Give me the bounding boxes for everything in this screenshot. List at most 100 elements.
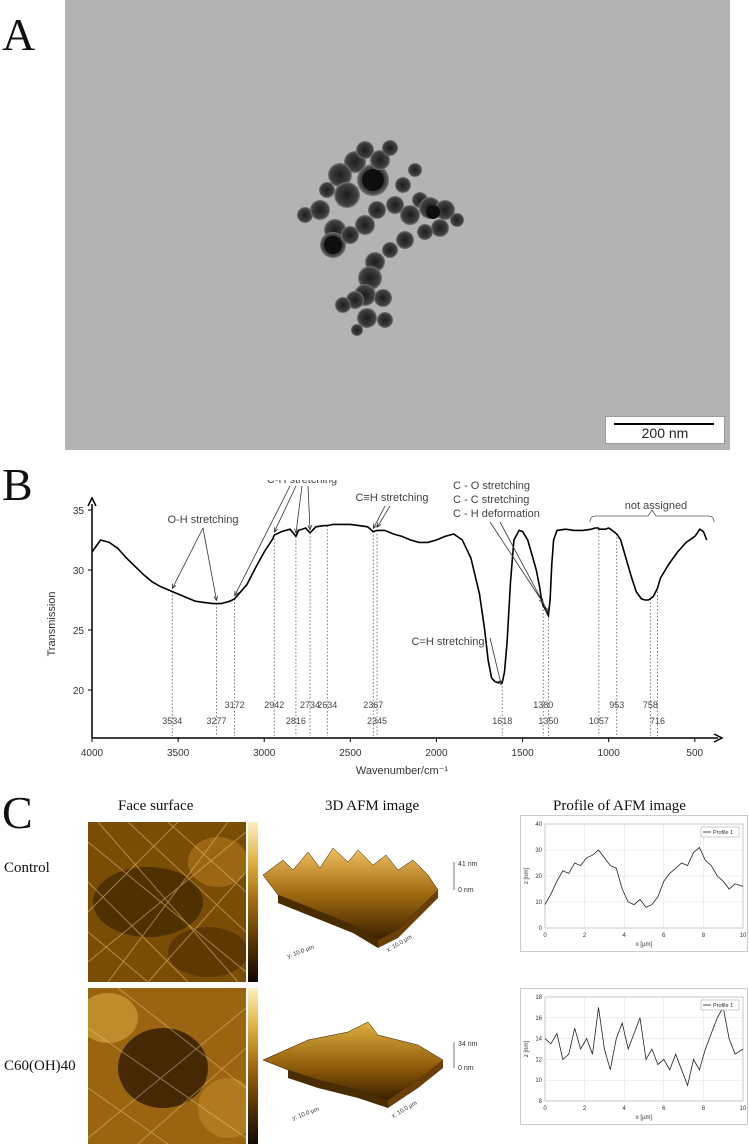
profile-x-tick-label: 6 xyxy=(662,1106,666,1112)
profile-x-tick-label: 8 xyxy=(702,1106,706,1112)
ftir-peak-label: 2734 xyxy=(300,700,320,710)
profile-y-tick-label: 8 xyxy=(539,1099,543,1105)
ftir-annotation: C=H stretching xyxy=(411,636,484,648)
profile-x-label: x [µm] xyxy=(636,942,653,948)
afm-3d-treated: 34 nm 0 nm y: 10.0 µm x: 10.0 µm xyxy=(262,1021,478,1122)
profile-x-tick-label: 0 xyxy=(543,1106,547,1112)
afm-face-control xyxy=(88,822,246,982)
ftir-y-tick-label: 35 xyxy=(73,506,85,517)
ftir-x-axis-label: Wavenumber/cm⁻¹ xyxy=(356,765,449,777)
profile-y-tick-label: 0 xyxy=(539,926,543,932)
profile-y-tick-label: 10 xyxy=(535,1078,542,1084)
panel-label-b: B xyxy=(2,459,33,510)
afm-3d-control-bottom-label: 0 nm xyxy=(458,887,474,894)
profile-chart-control: 0 2 4 6 8 10 40 30 20 10 0 Profile 1 x [µm] z [nm] xyxy=(520,815,748,952)
ftir-annotation-arrow xyxy=(489,521,544,604)
ftir-y-tick-label: 20 xyxy=(73,686,85,697)
afm-3d-treated-bottom-label: 0 nm xyxy=(458,1065,474,1072)
profile-chart-treated: 0 2 4 6 8 10 18 16 14 12 10 8 Profile 1 x [µm] z [nm] xyxy=(520,988,748,1125)
ftir-peak-label: 1350 xyxy=(538,716,558,726)
afm-face-treated xyxy=(88,988,246,1144)
afm-3d-control: 41 nm 0 nm y: 10.0 µm x: 10.0 µm xyxy=(262,847,478,960)
ftir-annotation-arrowhead xyxy=(544,607,549,613)
scale-bar-line xyxy=(614,423,714,425)
ftir-peak-label: 2345 xyxy=(367,716,387,726)
ftir-x-tick-label: 2000 xyxy=(425,748,448,759)
profile-x-tick-label: 4 xyxy=(623,933,627,939)
ftir-peak-label: 2942 xyxy=(264,700,284,710)
profile-y-label: z [nm] xyxy=(524,1041,530,1058)
profile-y-tick-label: 10 xyxy=(535,900,542,906)
afm-3d-treated-x-axis: x: 10.0 µm xyxy=(391,1100,418,1119)
ftir-annotation: O-H stretching xyxy=(168,514,239,526)
afm-face-treated-texture xyxy=(88,988,246,1144)
profile-x-tick-label: 0 xyxy=(543,933,547,939)
ftir-annotation-arrow xyxy=(234,485,291,596)
ftir-peak-lines xyxy=(171,525,658,736)
ftir-axes: 4000 3500 3000 2500 2000 1500 1000 500 35 30 25 20 W… xyxy=(46,496,724,777)
ftir-peak-label: 3534 xyxy=(162,716,182,726)
afm-colorbar-treated xyxy=(248,988,258,1144)
ftir-annotation-arrowhead xyxy=(294,528,299,534)
ftir-peak-label: 716 xyxy=(650,716,665,726)
ftir-annotation-arrowhead xyxy=(213,595,218,601)
ftir-x-tick-label: 1500 xyxy=(511,748,534,759)
profile-legend-label: Profile 1 xyxy=(713,830,733,836)
ftir-y-tick-label: 25 xyxy=(73,626,85,637)
profile-line xyxy=(544,846,744,908)
profile-y-tick-label: 20 xyxy=(535,874,542,880)
scale-bar-label: 200 nm xyxy=(641,425,689,441)
ftir-annotation-arrowhead xyxy=(171,583,177,589)
afm-3d-control-top-label: 41 nm xyxy=(458,861,478,868)
ftir-annotation: C≡H stretching xyxy=(355,492,428,504)
scale-bar: 200 nm xyxy=(605,416,725,444)
ftir-x-arrow xyxy=(713,733,724,743)
profile-x-tick-label: 10 xyxy=(740,1106,747,1112)
ftir-annotation: C - O stretching xyxy=(453,480,530,492)
ftir-peak-label: 2634 xyxy=(317,700,337,710)
ftir-not-assigned-brace xyxy=(589,509,715,523)
ftir-x-tick-label: 4000 xyxy=(81,748,104,759)
ftir-annotation-arrow xyxy=(202,527,217,601)
ftir-spectrum-line xyxy=(91,523,708,685)
ftir-annotation-arrow xyxy=(171,527,204,589)
profile-x-label: x [µm] xyxy=(636,1115,653,1121)
ftir-annotation-arrowhead xyxy=(376,522,382,528)
afm-colorbar-control xyxy=(248,822,258,982)
afm-3d-treated-top-label: 34 nm xyxy=(458,1041,478,1048)
panel-label-c: C xyxy=(2,787,33,838)
ftir-peak-label: 758 xyxy=(643,700,658,710)
profile-y-tick-label: 40 xyxy=(535,822,542,828)
ftir-x-tick-label: 500 xyxy=(686,748,703,759)
profile-x-tick-label: 2 xyxy=(583,1106,587,1112)
ftir-annotation-arrow xyxy=(295,485,303,534)
profile-y-tick-label: 14 xyxy=(535,1037,542,1043)
profile-y-label: z [nm] xyxy=(524,868,530,885)
profile-legend xyxy=(700,826,740,838)
ftir-annotation-arrow xyxy=(376,505,391,528)
ftir-peak-label: 953 xyxy=(609,700,624,710)
ftir-annotation-arrowhead xyxy=(497,679,503,686)
ftir-y-axis-label: Transmission xyxy=(46,592,58,657)
col-title-profile: Profile of AFM image xyxy=(553,798,686,814)
col-title-3d: 3D AFM image xyxy=(325,798,420,814)
col-title-face: Face surface xyxy=(118,798,194,814)
ftir-annotation: C - C stretching xyxy=(453,494,529,506)
profile-x-tick-label: 6 xyxy=(662,933,666,939)
profile-y-tick-label: 18 xyxy=(535,995,542,1001)
ftir-peak-label: 1380 xyxy=(533,700,553,710)
row-label-control: Control xyxy=(4,860,50,876)
afm-3d-treated-y-axis: y: 10.0 µm xyxy=(292,1107,320,1122)
ftir-annotation-arrow xyxy=(489,637,502,685)
tem-micrograph: 200 nm xyxy=(65,0,730,450)
profile-x-tick-label: 4 xyxy=(623,1106,627,1112)
profile-y-tick-label: 16 xyxy=(535,1016,542,1022)
ftir-peak-label: 1618 xyxy=(492,716,512,726)
tem-particle-cluster xyxy=(297,140,464,336)
ftir-annotation-arrowhead xyxy=(307,524,313,530)
ftir-annotation-arrow xyxy=(273,485,297,533)
profile-line xyxy=(544,1006,744,1087)
ftir-x-tick-label: 2500 xyxy=(339,748,362,759)
afm-3d-control-y-axis: y: 10.0 µm xyxy=(287,945,315,960)
ftir-y-arrow xyxy=(87,496,97,507)
